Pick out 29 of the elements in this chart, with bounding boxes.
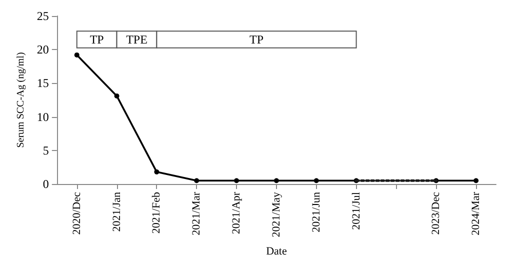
x-tick-label: 2021/Jun	[310, 192, 322, 232]
y-tick-label: 10	[36, 110, 49, 124]
point	[114, 93, 120, 98]
x-tick-label: 2024/Mar	[470, 192, 482, 236]
band-label: TPE	[126, 32, 148, 47]
y-axis-title: Serum SCC-Ag (ng/ml)	[16, 52, 26, 148]
y-tick-label: 25	[36, 9, 49, 23]
point	[274, 178, 279, 184]
x-tick-label: 2021/Mar	[190, 192, 203, 236]
x-axis-title: Date	[266, 246, 287, 258]
x-tick-label: 2020/Dec	[70, 192, 83, 235]
y-tick-label: 20	[36, 42, 49, 57]
band-label: TP	[90, 32, 104, 47]
x-tick-label: 2021/Feb	[150, 192, 163, 234]
point	[194, 178, 200, 184]
point	[154, 169, 160, 174]
x-tick-label: 2021/Jul	[350, 192, 362, 230]
x-tick-label: 2021/Apr	[230, 192, 243, 234]
point	[314, 178, 319, 184]
y-tick-label: 0	[42, 177, 49, 191]
band-label: TP	[249, 32, 264, 47]
point	[474, 178, 479, 184]
x-tick-label: 2021/May	[270, 192, 282, 238]
x-tick-label: 2023/Dec	[430, 192, 442, 235]
point	[74, 52, 80, 58]
point	[234, 178, 240, 184]
y-tick-label: 15	[36, 76, 49, 90]
y-tick-label: 5	[42, 143, 49, 158]
x-tick-label: 2021/Jan	[110, 192, 123, 232]
